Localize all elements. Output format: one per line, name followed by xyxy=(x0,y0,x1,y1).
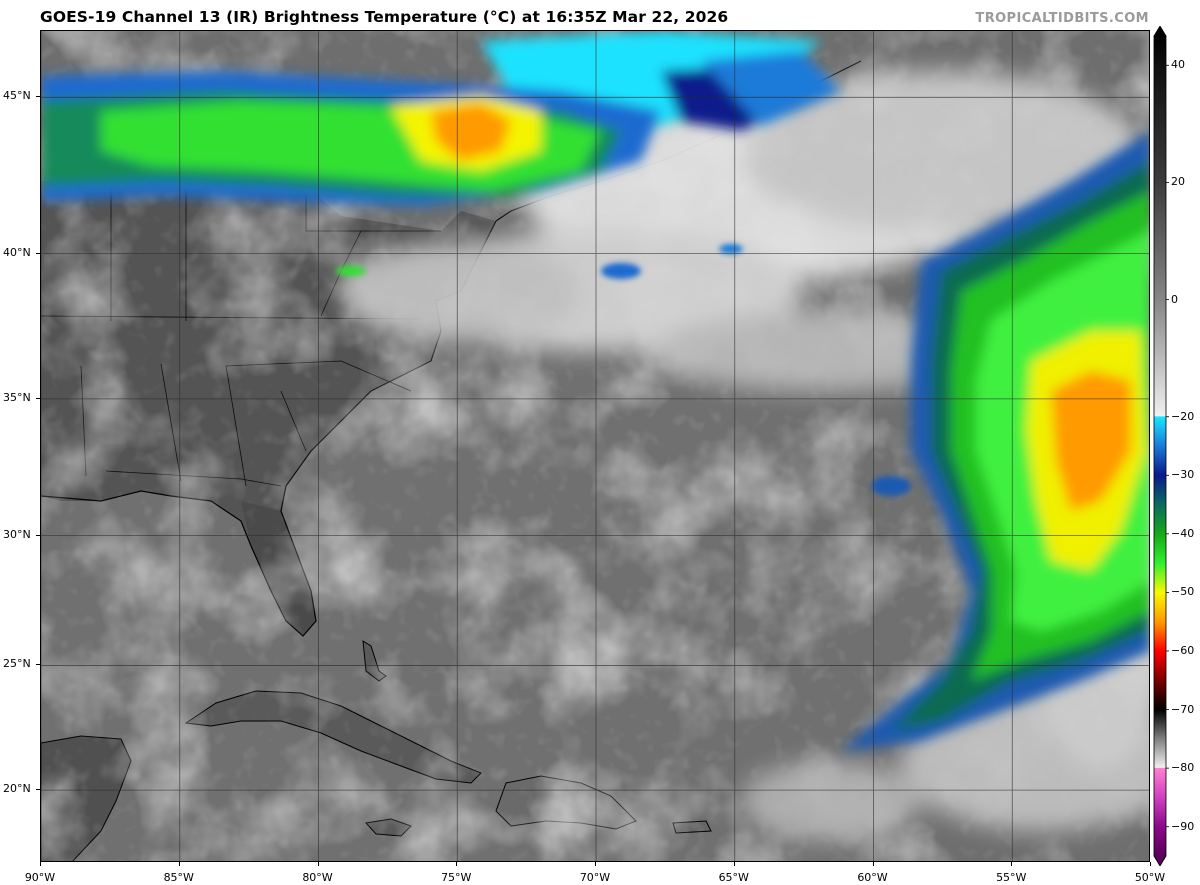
watermark: TROPICALTIDBITS.COM xyxy=(975,11,1149,26)
colorbar-label: −30 xyxy=(1171,468,1195,482)
colorbar-label: −60 xyxy=(1171,644,1195,657)
longitude-label: 70°W xyxy=(579,871,611,884)
latitude-label: 25°N xyxy=(3,657,31,671)
colorbar-label: −70 xyxy=(1171,702,1195,716)
longitude-tick xyxy=(178,862,180,866)
storm-system-east xyxy=(841,132,1149,751)
longitude-label: 75°W xyxy=(441,871,472,884)
colorbar-label: −90 xyxy=(1171,819,1195,833)
longitude-label: 65°W xyxy=(718,871,749,884)
longitude-tick xyxy=(40,862,41,866)
gridlines xyxy=(41,31,1149,861)
colorbar-label: −40 xyxy=(1171,526,1195,540)
latitude-tick xyxy=(36,252,40,254)
longitude-tick xyxy=(456,862,458,866)
latitude-tick xyxy=(36,96,40,98)
longitude-label: 80°W xyxy=(302,871,333,884)
latitude-tick xyxy=(36,534,40,536)
longitude-tick xyxy=(1011,862,1013,866)
colorbar-label: −50 xyxy=(1171,585,1195,599)
longitude-tick xyxy=(317,862,319,866)
longitude-tick xyxy=(733,862,735,866)
longitude-label: 85°W xyxy=(163,871,194,884)
longitude-tick xyxy=(1150,862,1151,866)
longitude-label: 50°W xyxy=(1134,871,1166,884)
colorbar-label: −20 xyxy=(1171,409,1195,423)
latitude-tick xyxy=(36,664,40,666)
longitude-label: 90°W xyxy=(24,871,56,884)
colorbar-label: 20 xyxy=(1171,175,1185,189)
longitude-label: 55°W xyxy=(996,871,1027,884)
colorbar-label: 40 xyxy=(1171,58,1185,72)
latitude-label: 30°N xyxy=(3,527,31,541)
latitude-label: 40°N xyxy=(3,245,31,259)
colorbar xyxy=(1153,26,1169,866)
latitude-tick xyxy=(36,397,40,399)
longitude-tick xyxy=(595,862,596,866)
latitude-label: 35°N xyxy=(3,390,31,404)
colorbar-label: −80 xyxy=(1171,761,1195,775)
longitude-label: 60°W xyxy=(857,871,888,884)
scattered-cells xyxy=(336,244,911,496)
map-title: GOES-19 Channel 13 (IR) Brightness Tempe… xyxy=(40,8,729,26)
latitude-label: 20°N xyxy=(3,782,31,796)
colorbar-label: 0 xyxy=(1171,292,1178,306)
latitude-label: 45°N xyxy=(3,89,31,103)
latitude-tick xyxy=(36,789,40,791)
storm-band-north xyxy=(41,31,841,206)
satellite-map[interactable] xyxy=(40,30,1150,862)
longitude-tick xyxy=(872,862,874,866)
satellite-image xyxy=(41,31,1149,861)
